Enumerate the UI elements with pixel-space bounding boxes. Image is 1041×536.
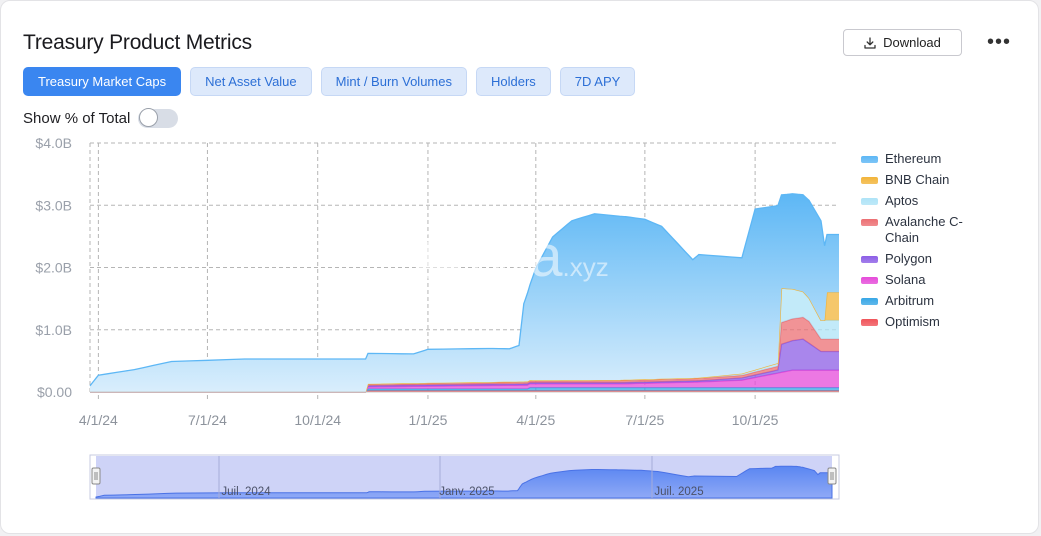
handle-body[interactable] (827, 467, 837, 485)
series-areas (89, 193, 839, 393)
legend-item-solana[interactable]: Solana (861, 272, 975, 288)
legend-swatch (861, 156, 878, 163)
percent-of-total-toggle[interactable] (138, 108, 179, 128)
legend-swatch (861, 198, 878, 205)
y-tick-label: $0.00 (37, 384, 72, 400)
tab-net-asset-value[interactable]: Net Asset Value (190, 67, 312, 96)
legend-label: Polygon (885, 251, 932, 266)
y-tick-label: $1.0B (35, 322, 72, 338)
metric-tabs: Treasury Market Caps Net Asset Value Min… (23, 67, 636, 96)
download-icon (864, 36, 876, 49)
x-tick-label: 10/1/25 (732, 412, 779, 428)
y-tick-label: $3.0B (35, 197, 72, 213)
legend-item-arbitrum[interactable]: Arbitrum (861, 293, 975, 309)
navigator-left-handle[interactable] (91, 467, 101, 485)
tab-7d-apy[interactable]: 7D APY (559, 67, 636, 96)
legend-label: Solana (885, 272, 926, 287)
legend-item-avalanche-c-chain[interactable]: Avalanche C-Chain (861, 214, 975, 246)
chart-legend: Ethereum BNB Chain Aptos Avalanche C-Chain P… (861, 151, 975, 335)
legend-label: BNB Chain (885, 172, 950, 187)
legend-item-polygon[interactable]: Polygon (861, 251, 975, 267)
navigator-right-handle[interactable] (827, 467, 837, 485)
navigator-label: Janv. 2025 (439, 486, 494, 498)
percent-toggle-row: Show % of Total (23, 108, 179, 128)
legend-label: Avalanche C-Chain (885, 214, 963, 245)
x-tick-label: 4/1/24 (79, 412, 118, 428)
tab-mint-burn-volumes[interactable]: Mint / Burn Volumes (320, 67, 467, 96)
area-solana (90, 370, 839, 392)
legend-swatch (861, 177, 878, 184)
download-label: Download (883, 35, 941, 50)
tab-treasury-market-caps[interactable]: Treasury Market Caps (23, 67, 182, 96)
axes: $0.00 $1.0B $2.0B $3.0B $4.0B 4/1/24 7/1/24 10/… (35, 135, 839, 428)
legend-swatch (861, 319, 878, 326)
legend-swatch (861, 256, 878, 263)
x-tick-label: 4/1/25 (516, 412, 555, 428)
legend-item-optimism[interactable]: Optimism (861, 314, 975, 330)
more-options-button[interactable]: ••• (986, 30, 1011, 53)
navigator-label: Juil. 2025 (654, 486, 703, 498)
area-arbitrum (90, 387, 839, 392)
legend-label: Optimism (885, 314, 940, 329)
legend-label: Arbitrum (885, 293, 935, 308)
range-navigator[interactable]: Juil. 2024 Janv. 2025 Juil. 2025 (89, 454, 840, 500)
handle-body[interactable] (91, 467, 101, 485)
toggle-knob (139, 108, 159, 127)
x-tick-label: 7/1/24 (188, 412, 227, 428)
area-ethereum (90, 193, 839, 392)
legend-item-aptos[interactable]: Aptos (861, 193, 975, 209)
legend-label: Aptos (885, 193, 919, 208)
download-button[interactable]: Download (843, 29, 962, 56)
area-ethereum-line (89, 193, 839, 387)
legend-label: Ethereum (885, 151, 942, 166)
x-tick-label: 7/1/25 (625, 412, 664, 428)
legend-item-ethereum[interactable]: Ethereum (861, 151, 975, 167)
x-tick-label: 10/1/24 (294, 412, 341, 428)
navigator-label: Juil. 2024 (221, 486, 271, 498)
legend-swatch (861, 298, 878, 305)
y-tick-label: $4.0B (35, 135, 72, 151)
page-title: Treasury Product Metrics (23, 31, 252, 54)
x-tick-label: 1/1/25 (408, 412, 447, 428)
navigator-area (95, 465, 833, 499)
legend-swatch (861, 277, 878, 284)
legend-item-bnb-chain[interactable]: BNB Chain (861, 172, 975, 188)
legend-swatch (861, 219, 878, 226)
tab-holders[interactable]: Holders (475, 67, 551, 96)
percent-toggle-label: Show % of Total (23, 110, 131, 127)
globe-icon (412, 229, 464, 281)
y-tick-label: $2.0B (35, 260, 72, 276)
